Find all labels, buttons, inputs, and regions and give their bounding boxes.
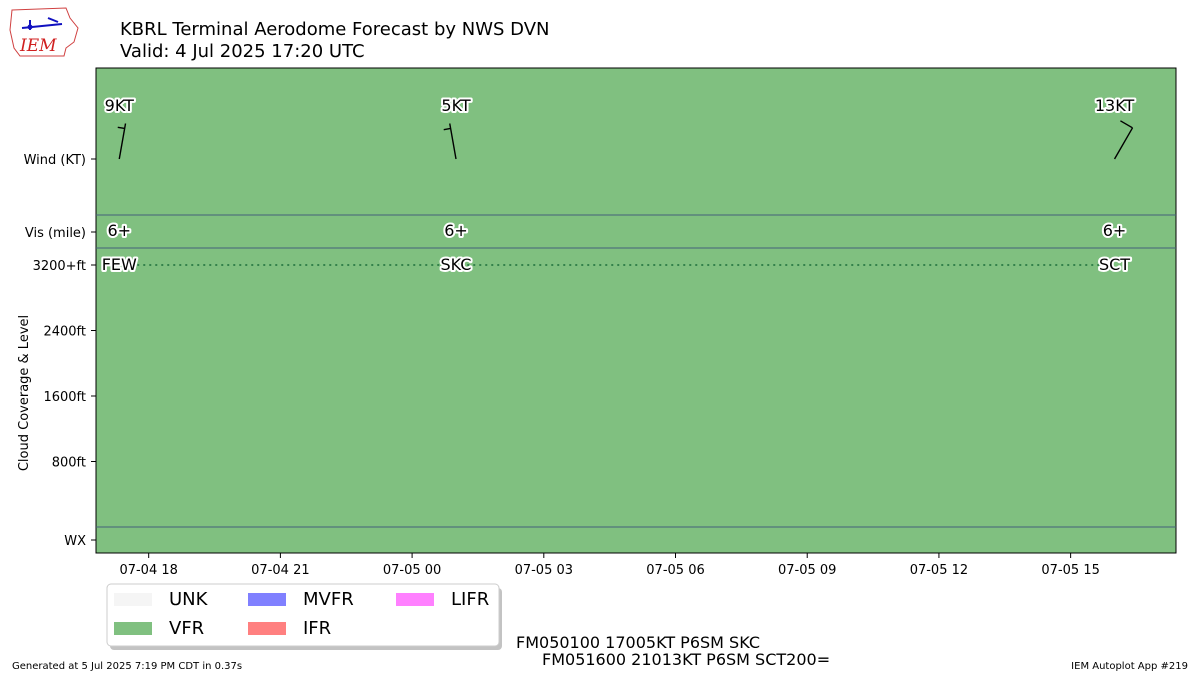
legend-label: UNK [169,589,209,610]
cloud-tick-label: 800ft [52,456,86,471]
x-tick-label: 07-04 18 [119,563,177,578]
taf-line-1: FM050100 17005KT P6SM SKC [516,633,760,652]
wind-speed-label: 9KT [105,96,134,115]
wind-speed-label: 13KT [1095,96,1135,115]
x-tick-label: 07-05 00 [383,563,441,578]
iem-logo: IEM [9,7,79,57]
legend-swatch [114,593,152,606]
legend: UNK VFR MVFR IFR LIFR [106,583,502,650]
legend-label: VFR [169,618,204,639]
taf-line-2: FM051600 21013KT P6SM SCT200= [542,650,830,669]
visibility-label: 6+ [1103,221,1127,240]
chart-title: KBRL Terminal Aerodome Forecast by NWS D… [120,19,549,40]
generated-note: Generated at 5 Jul 2025 7:19 PM CDT in 0… [12,661,242,672]
wind-row-label: Wind (KT) [24,153,86,168]
x-axis: 07-04 18 07-04 21 07-05 00 07-05 03 07-05 06… [119,553,1100,578]
legend-swatch [396,593,434,606]
legend-swatch [248,622,286,635]
legend-label: IFR [303,618,331,639]
legend-label: MVFR [303,589,354,610]
wind-barb [1113,127,1134,160]
x-tick-label: 07-05 15 [1041,563,1099,578]
visibility-label: 6+ [444,221,468,240]
legend-swatch [114,622,152,635]
wind-barb-half-flag [117,126,125,130]
cloud-coverage-label: SKC [441,255,472,274]
visibility-label: 6+ [107,221,131,240]
legend-swatch [248,593,286,606]
plot-background [95,67,1177,554]
cloud-coverage-label: SCT [1099,255,1130,274]
cloud-tick-label: 1600ft [43,390,86,405]
x-tick-label: 07-05 06 [646,563,704,578]
wx-row-label: WX [64,534,86,549]
cloud-coverage-label: FEW [102,255,137,274]
x-tick-label: 07-05 09 [778,563,836,578]
cloud-tick-label: 3200+ft [33,259,86,274]
legend-label: LIFR [451,589,489,610]
chart-subtitle: Valid: 4 Jul 2025 17:20 UTC [120,41,365,62]
logo-text: IEM [19,36,57,56]
y-axis: Wind (KT) Vis (mile) WX Cloud Coverage &… [17,153,96,549]
app-note: IEM Autoplot App #219 [1071,661,1188,672]
vis-row-label: Vis (mile) [25,226,86,241]
cloud-tick-group: 3200+ft 2400ft 1600ft 800ft [33,259,96,471]
forecast-marks: 9KT 6+ FEW 5KT 6+ SKC 13KT 6+ SCT [100,94,1137,276]
x-tick-label: 07-05 03 [515,563,573,578]
wind-barb [449,123,457,160]
cloud-tick-label: 2400ft [43,325,86,340]
cloud-axis-label: Cloud Coverage & Level [17,315,32,471]
wind-barb [118,123,127,160]
wind-barb-flag [1120,120,1133,129]
x-tick-label: 07-05 12 [910,563,968,578]
wind-speed-label: 5KT [441,96,470,115]
x-tick-label: 07-04 21 [251,563,309,578]
wind-barb-half-flag [443,127,451,131]
